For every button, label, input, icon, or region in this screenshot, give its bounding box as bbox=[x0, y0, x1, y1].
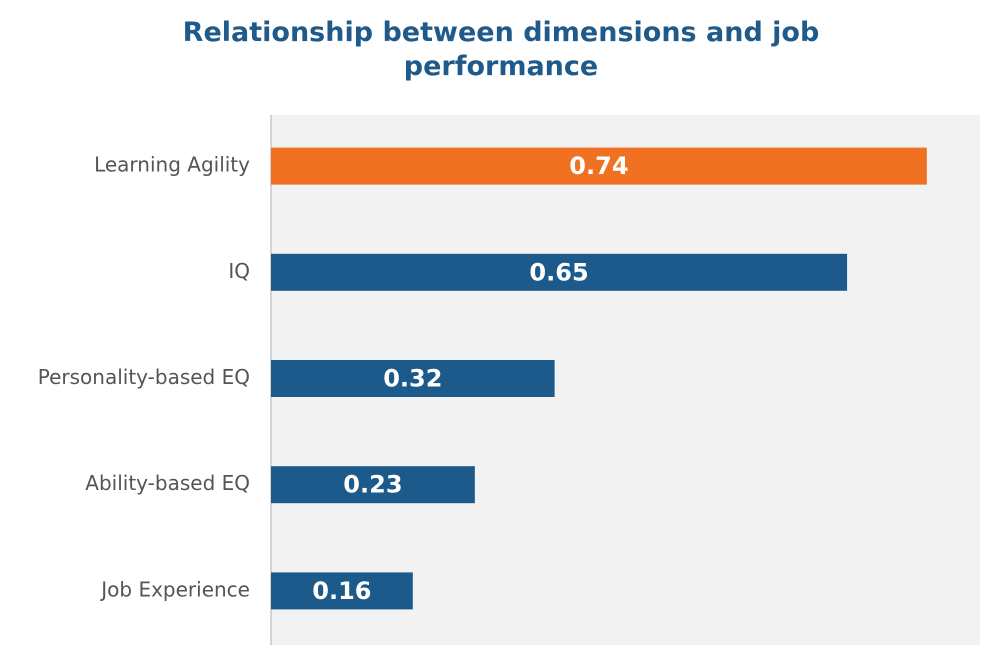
data-label: 0.32 bbox=[383, 365, 442, 393]
bar bbox=[271, 466, 475, 504]
chart-title: Relationship between dimensions and job … bbox=[182, 17, 820, 82]
bar bbox=[271, 253, 848, 291]
y-tick-label: IQ bbox=[228, 259, 250, 283]
bar bbox=[271, 572, 413, 610]
y-tick-label: Learning Agility bbox=[94, 153, 250, 177]
bar bbox=[271, 147, 927, 185]
data-label: 0.74 bbox=[569, 152, 628, 180]
y-tick-label: Job Experience bbox=[99, 577, 250, 601]
data-label: 0.23 bbox=[343, 471, 402, 499]
data-label: 0.16 bbox=[312, 577, 371, 605]
bar bbox=[271, 360, 555, 397]
y-tick-label: Personality-based EQ bbox=[38, 365, 250, 389]
y-tick-label: Ability-based EQ bbox=[85, 471, 250, 495]
data-label: 0.65 bbox=[529, 258, 588, 286]
